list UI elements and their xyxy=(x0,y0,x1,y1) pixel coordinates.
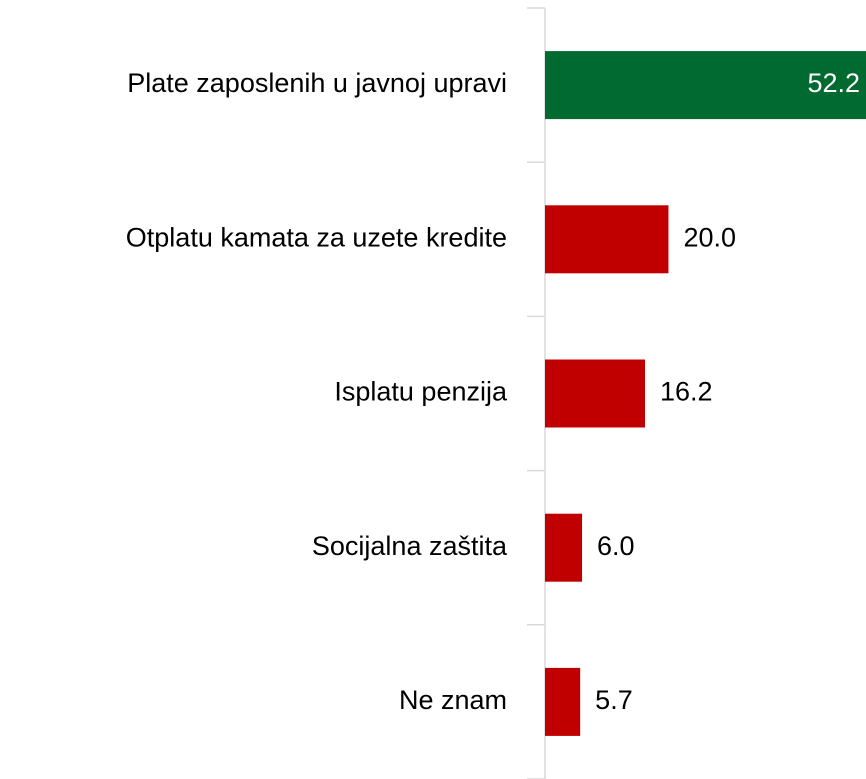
bar xyxy=(545,205,669,274)
value-label: 16.2 xyxy=(660,377,713,407)
bar xyxy=(545,51,866,120)
value-label: 52.2 xyxy=(807,68,860,98)
category-label: Ne znam xyxy=(399,685,507,715)
category-label: Socijalna zaštita xyxy=(312,531,508,561)
bar xyxy=(545,667,581,736)
category-label: Plate zaposlenih u javnoj upravi xyxy=(127,68,507,98)
category-label: Isplatu penzija xyxy=(334,377,508,407)
category-label: Otplatu kamata za uzete kredite xyxy=(126,222,507,252)
bar xyxy=(545,513,583,582)
value-label: 5.7 xyxy=(595,685,633,715)
bar xyxy=(545,359,646,428)
value-label: 6.0 xyxy=(597,531,635,561)
value-label: 20.0 xyxy=(683,222,736,252)
